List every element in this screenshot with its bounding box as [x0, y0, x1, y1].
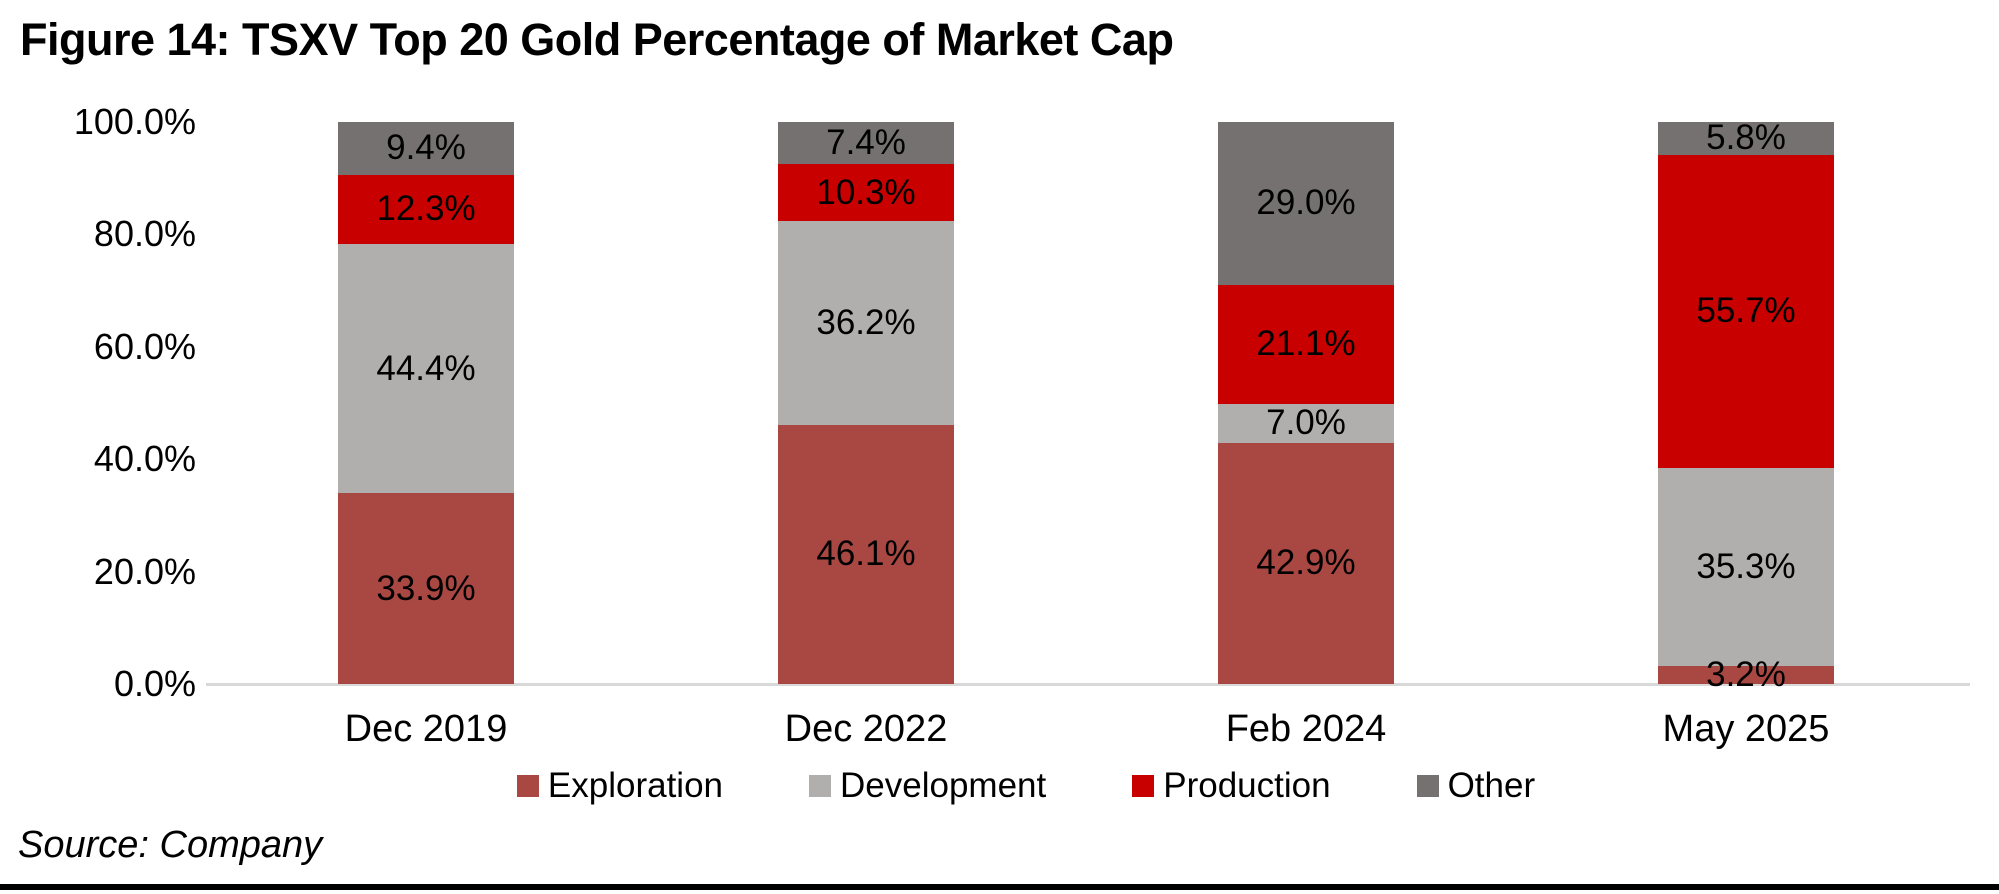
legend-label: Development — [840, 766, 1047, 805]
x-tick-label: Dec 2022 — [784, 708, 948, 750]
x-axis-line — [206, 683, 1970, 686]
legend-swatch-other — [1416, 775, 1439, 797]
bar-segment-production: 55.7% — [1658, 154, 1834, 468]
bar-segment-value-label: 7.0% — [1266, 403, 1346, 443]
legend-swatch-production — [1132, 775, 1155, 797]
bar-segment-development: 44.4% — [338, 243, 514, 494]
bar-segment-value-label: 12.3% — [376, 189, 476, 229]
bar-segment-value-label: 35.3% — [1696, 546, 1796, 586]
bar-segment-exploration: 42.9% — [1218, 442, 1394, 684]
source-note: Source: Company — [18, 824, 323, 866]
bar-segment-exploration: 33.9% — [338, 493, 514, 684]
bar-segment-value-label: 9.4% — [386, 128, 466, 168]
bar-segment-exploration: 46.1% — [778, 424, 954, 684]
bar-segment-other: 5.8% — [1658, 118, 1834, 157]
legend-label: Production — [1163, 766, 1331, 805]
x-tick-label: May 2025 — [1662, 708, 1830, 750]
y-tick-label: 100.0% — [73, 101, 196, 142]
bar-segment-other: 9.4% — [338, 122, 514, 175]
bar-segment-value-label: 21.1% — [1256, 324, 1356, 364]
bar-segment-value-label: 44.4% — [376, 348, 476, 388]
bar-segment-value-label: 3.2% — [1706, 655, 1786, 694]
legend-swatch-development — [809, 775, 831, 797]
x-tick-label: Feb 2024 — [1225, 708, 1387, 750]
bar-segment-value-label: 46.1% — [816, 534, 916, 574]
bar-segment-development: 35.3% — [1658, 467, 1834, 666]
bottom-divider — [0, 884, 1999, 890]
y-tick-label: 0.0% — [113, 663, 196, 704]
bar-segment-other: 7.4% — [778, 122, 954, 164]
legend-label: Exploration — [547, 766, 723, 805]
bar-segment-exploration: 3.2% — [1658, 655, 1834, 694]
bar-segment-value-label: 7.4% — [826, 122, 906, 162]
chart-title: Figure 14: TSXV Top 20 Gold Percentage o… — [20, 14, 1174, 65]
legend-label: Other — [1447, 766, 1536, 805]
bar-segment-development: 36.2% — [778, 221, 954, 425]
bar-segment-production: 10.3% — [778, 163, 954, 222]
bar-segment-other: 29.0% — [1218, 122, 1394, 285]
bar-segment-value-label: 10.3% — [816, 172, 916, 212]
y-tick-label: 20.0% — [93, 550, 196, 592]
bar-segment-production: 21.1% — [1218, 284, 1394, 404]
bar-segment-value-label: 33.9% — [376, 568, 476, 608]
legend-item-production: Production — [1132, 766, 1331, 806]
legend-swatch-exploration — [516, 775, 539, 797]
legend-item-development: Development — [809, 766, 1046, 806]
y-tick-label: 60.0% — [93, 325, 196, 367]
legend-item-exploration: Exploration — [516, 766, 723, 806]
bar-segment-development: 7.0% — [1218, 403, 1394, 443]
bar-segment-value-label: 5.8% — [1706, 118, 1786, 158]
bar-segment-production: 12.3% — [338, 174, 514, 244]
chart-legend: Exploration Development Production Other — [206, 766, 1846, 806]
legend-item-other: Other — [1416, 766, 1536, 806]
x-tick-label: Dec 2019 — [344, 708, 508, 750]
bar-segment-value-label: 36.2% — [816, 303, 916, 343]
bar-segment-value-label: 55.7% — [1696, 291, 1796, 331]
bar-segment-value-label: 42.9% — [1256, 543, 1356, 583]
y-tick-label: 40.0% — [93, 438, 196, 480]
y-tick-label: 80.0% — [93, 213, 196, 255]
bar-segment-value-label: 29.0% — [1256, 183, 1356, 223]
